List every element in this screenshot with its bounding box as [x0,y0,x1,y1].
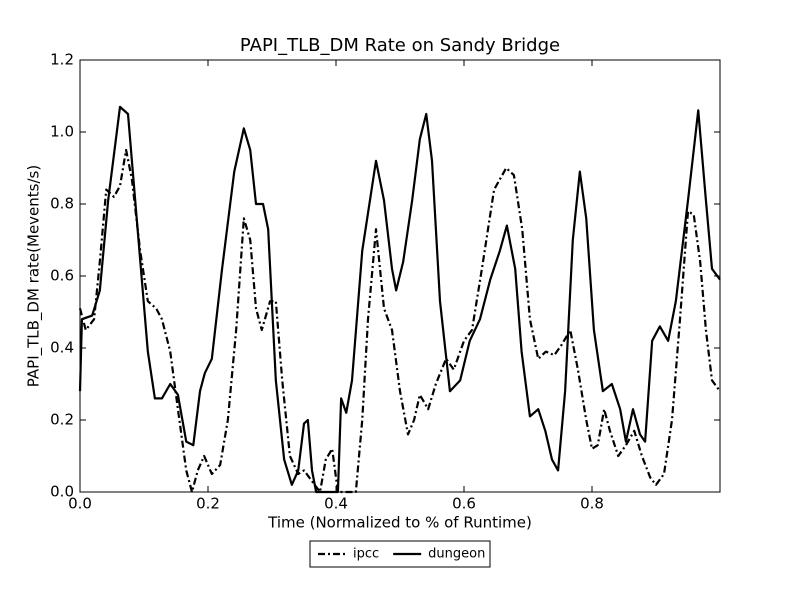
chart-title: PAPI_TLB_DM Rate on Sandy Bridge [240,35,560,56]
y-tick-label: 0.2 [50,411,74,429]
line-series [78,148,721,494]
x-tick-label: 0.6 [452,495,476,513]
plot-frame [79,59,721,493]
x-tick-label: 0.4 [324,495,348,513]
x-axis-label: Time (Normalized to % of Runtime) [267,514,532,532]
y-tick-label: 0.0 [50,483,74,501]
legend-label: dungeon [428,547,485,562]
y-tick-label: 0.4 [50,339,74,357]
y-tick-label: 1.2 [50,51,74,69]
x-tick-label: 0.0 [68,495,92,513]
y-tick-label: 0.8 [50,195,74,213]
y-tick-label: 0.6 [50,267,74,285]
x-tick-label: 0.2 [196,495,220,513]
y-axis-label: PAPI_TLB_DM rate(Mevents/s) [25,165,44,387]
y-tick-label: 1.0 [50,123,74,141]
legend-label: ipcc [353,547,379,562]
x-tick-label: 0.8 [580,495,604,513]
line-series [78,105,721,494]
legend: ipcc dungeon [309,540,491,568]
